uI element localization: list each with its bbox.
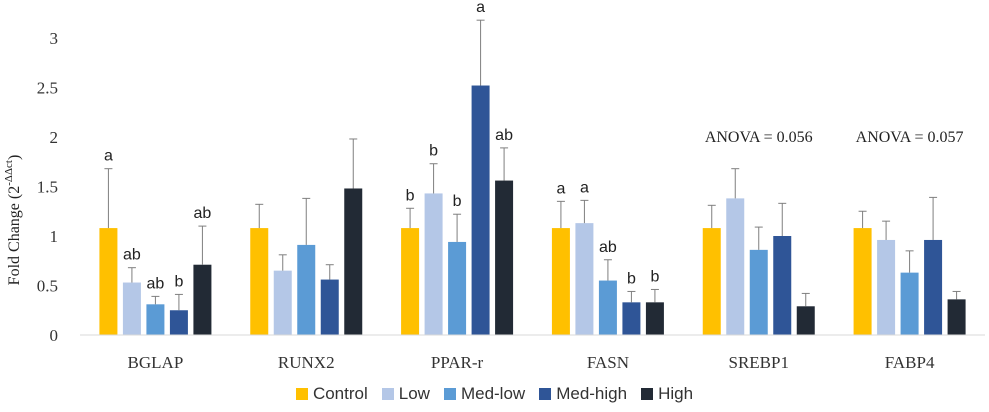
- legend-swatch: [641, 388, 654, 400]
- significance-label: b: [174, 273, 183, 290]
- bar-high-fasn: [645, 302, 664, 335]
- bar-high-bglap: [193, 264, 212, 335]
- y-axis-label: Fold Change (2-ΔΔct): [3, 155, 23, 286]
- legend: Control Low Med-low Med-high High: [0, 384, 989, 404]
- bar-med-low-fasn: [598, 280, 617, 335]
- bar-high-runx2: [344, 188, 363, 335]
- bar-med-low-ppar-r: [448, 241, 467, 335]
- bar-high-fabp4: [947, 299, 966, 335]
- bar-low-ppar-r: [424, 193, 443, 335]
- y-tick-label: 1: [50, 227, 59, 246]
- legend-label: High: [658, 384, 694, 403]
- legend-label: Med-low: [460, 384, 526, 403]
- bar-med-low-runx2: [297, 244, 316, 335]
- bar-high-ppar-r: [495, 180, 514, 335]
- significance-label: a: [476, 0, 485, 16]
- y-tick-label: 2: [50, 128, 59, 147]
- significance-label: ab: [147, 275, 165, 292]
- legend-item-med-high: Med-high: [539, 384, 627, 404]
- bar-med-high-fabp4: [924, 239, 943, 335]
- bars-layer: [99, 85, 966, 336]
- anova-annotation: ANOVA = 0.057: [856, 129, 964, 146]
- anova-layer: ANOVA = 0.056 ANOVA = 0.057: [705, 129, 964, 146]
- bar-med-high-ppar-r: [471, 85, 490, 336]
- legend-item-high: High: [641, 384, 693, 404]
- bar-control-fasn: [551, 228, 570, 335]
- anova-annotation: ANOVA = 0.056: [705, 129, 813, 146]
- legend-label: Low: [398, 384, 430, 403]
- bar-control-bglap: [99, 228, 118, 335]
- bar-control-ppar-r: [401, 228, 420, 335]
- bar-med-low-bglap: [146, 304, 165, 335]
- bar-chart: 00.511.522.53 Fold Change (2-ΔΔct) aabab…: [3, 0, 985, 372]
- bar-low-bglap: [122, 282, 141, 335]
- x-axis: BGLAP RUNX2 PPAR-r FASN SREBP1 FABP4: [80, 334, 985, 372]
- x-tick-label: PPAR-r: [431, 353, 484, 372]
- y-tick-label: 0.5: [37, 277, 58, 296]
- x-tick-label: FABP4: [885, 353, 935, 372]
- significance-label: b: [453, 193, 462, 210]
- y-tick-label: 0: [50, 326, 59, 345]
- x-tick-label: SREBP1: [729, 353, 789, 372]
- legend-item-med-low: Med-low: [443, 384, 526, 404]
- significance-label: ab: [123, 247, 141, 264]
- y-tick-label: 2.5: [37, 79, 58, 98]
- bar-control-runx2: [250, 228, 269, 335]
- significance-label: ab: [194, 205, 212, 222]
- significance-label: a: [104, 148, 113, 165]
- legend-swatch: [539, 388, 552, 400]
- bar-med-high-fasn: [622, 302, 641, 335]
- bar-high-srebp1: [796, 306, 815, 335]
- x-tick-label: RUNX2: [278, 353, 335, 372]
- legend-label: Med-high: [556, 384, 628, 403]
- legend-swatch: [295, 388, 308, 400]
- significance-label: a: [580, 179, 589, 196]
- bar-med-high-runx2: [320, 279, 339, 335]
- significance-label: b: [650, 268, 659, 285]
- bar-low-runx2: [273, 270, 292, 335]
- x-tick-label: BGLAP: [128, 353, 184, 372]
- legend-swatch: [443, 388, 456, 400]
- bar-med-high-srebp1: [773, 236, 792, 335]
- y-tick-label: 3: [50, 29, 59, 48]
- x-tick-label: FASN: [587, 353, 629, 372]
- significance-label: b: [406, 187, 415, 204]
- legend-item-low: Low: [381, 384, 430, 404]
- y-tick-label: 1.5: [37, 178, 58, 197]
- bar-low-fabp4: [877, 239, 896, 335]
- legend-swatch: [381, 388, 394, 400]
- y-axis-title: Fold Change (2-ΔΔct): [3, 155, 23, 286]
- bar-med-low-srebp1: [749, 249, 768, 335]
- y-axis: 0 0.5 1 1.5 2 2.5 3: [37, 29, 58, 345]
- bar-control-fabp4: [853, 228, 872, 335]
- significance-label: ab: [495, 127, 513, 144]
- bar-control-srebp1: [702, 228, 721, 335]
- error-bars-layer: [104, 19, 961, 311]
- legend-label: Control: [312, 384, 368, 403]
- significance-label: a: [556, 180, 565, 197]
- bar-low-srebp1: [726, 198, 745, 335]
- legend-item-control: Control: [295, 384, 368, 404]
- significance-label: b: [627, 270, 636, 287]
- bar-med-high-bglap: [169, 310, 188, 335]
- bar-med-low-fabp4: [900, 272, 919, 335]
- significance-label: ab: [599, 239, 617, 256]
- significance-label: b: [429, 143, 438, 160]
- bar-low-fasn: [575, 223, 594, 335]
